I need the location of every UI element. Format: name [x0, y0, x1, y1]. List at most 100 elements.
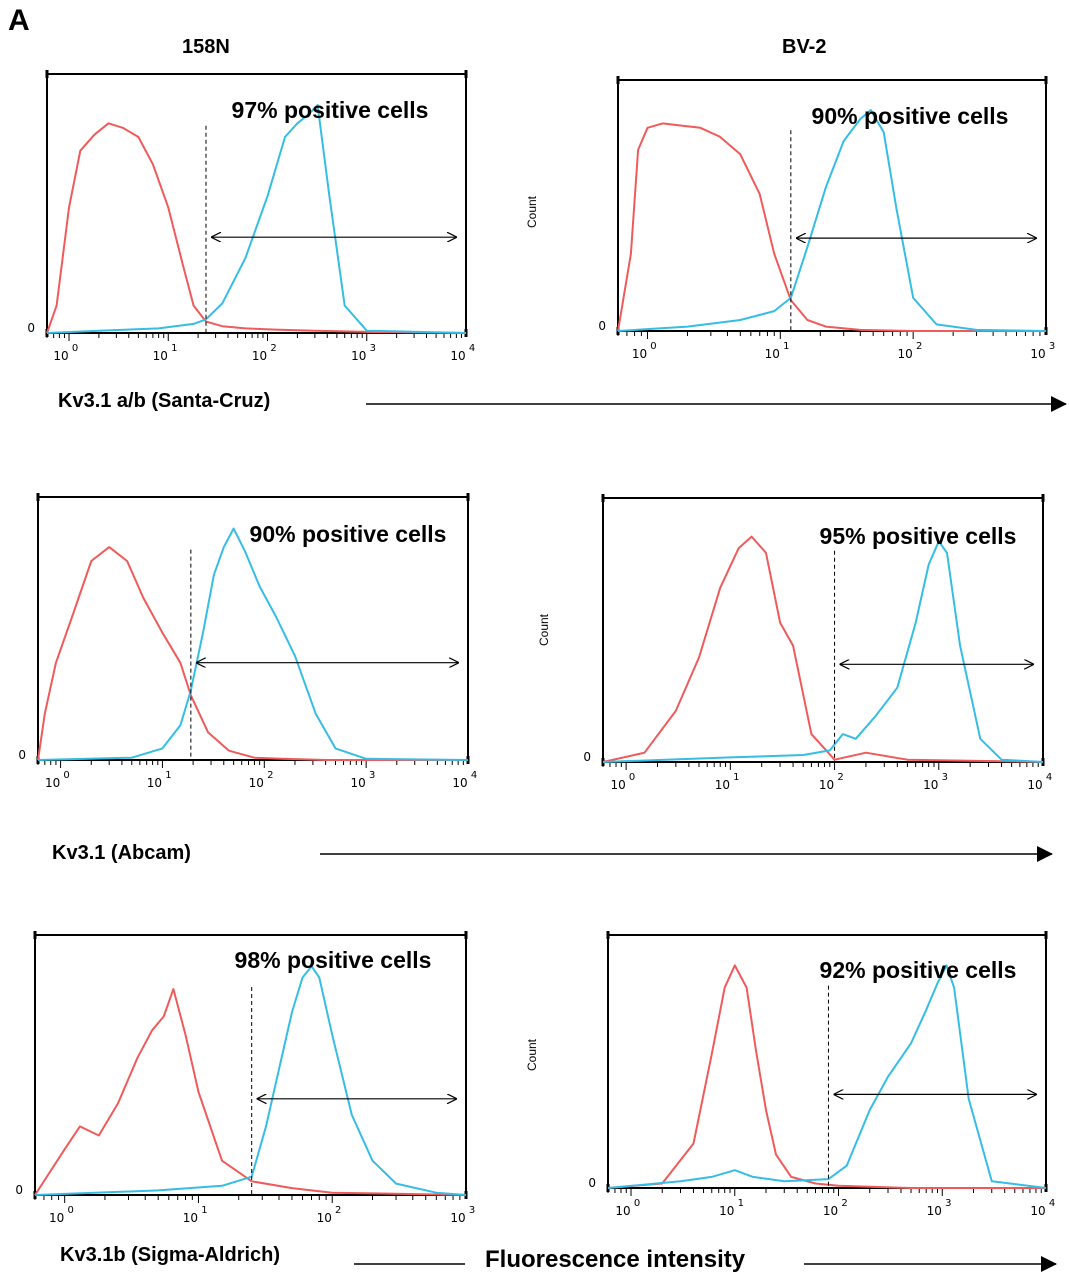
positive-cells-annotation: 90% positive cells: [812, 103, 1009, 129]
y-axis-label: Count: [537, 613, 551, 646]
positive-cells-annotation: 92% positive cells: [820, 957, 1017, 983]
x-tick-exponent: 1: [733, 772, 739, 783]
y-tick-label: 0: [18, 748, 26, 762]
x-tick-exponent: 1: [738, 1198, 744, 1209]
antibody-stained-curve: [602, 540, 1044, 763]
column-title-158n: 158N: [182, 36, 230, 58]
x-tick-exponent: 0: [72, 343, 78, 354]
x-tick-exponent: 1: [201, 1205, 207, 1216]
x-tick-exponent: 2: [916, 341, 922, 352]
y-tick-label: 0: [588, 1176, 596, 1190]
y-axis-label: Count: [525, 195, 539, 228]
x-tick-label: 10: [1030, 347, 1045, 361]
x-tick-label: 10: [632, 347, 647, 361]
x-tick-label: 10: [823, 1204, 838, 1218]
x-tick-label: 10: [147, 776, 162, 790]
x-tick-label: 10: [765, 347, 780, 361]
y-tick-label: 0: [583, 750, 591, 764]
x-tick-exponent: 1: [783, 341, 789, 352]
x-tick-label: 10: [252, 349, 267, 363]
x-tick-label: 10: [183, 1211, 198, 1225]
plot-frame: [37, 496, 469, 761]
x-tick-label: 10: [819, 778, 834, 792]
x-tick-exponent: 4: [1046, 772, 1052, 783]
antibody-stained-curve: [34, 965, 467, 1196]
x-tick-exponent: 2: [270, 343, 276, 354]
x-tick-label: 10: [317, 1211, 332, 1225]
x-tick-label: 10: [615, 1204, 630, 1218]
x-tick-exponent: 3: [1049, 341, 1055, 352]
isotype-control-curve: [617, 122, 1046, 332]
x-tick-exponent: 4: [469, 343, 475, 354]
x-tick-exponent: 0: [67, 1205, 73, 1216]
x-axis-label: Fluorescence intensity: [485, 1246, 746, 1273]
x-tick-label: 10: [1027, 778, 1042, 792]
row-label-abcam: Kv3.1 (Abcam): [52, 842, 191, 864]
x-tick-exponent: 1: [171, 343, 177, 354]
row-label-sigma-aldrich: Kv3.1b (Sigma-Aldrich): [60, 1244, 281, 1266]
x-tick-exponent: 2: [335, 1205, 341, 1216]
plot-frame: [602, 497, 1044, 763]
x-tick-label: 10: [53, 349, 68, 363]
x-tick-label: 10: [450, 1211, 465, 1225]
plot-frame: [34, 934, 467, 1196]
x-tick-exponent: 3: [369, 770, 375, 781]
isotype-control-curve: [46, 122, 467, 334]
positive-cells-annotation: 90% positive cells: [250, 521, 447, 547]
x-tick-label: 10: [1030, 1204, 1045, 1218]
isotype-control-curve: [34, 988, 467, 1196]
x-tick-exponent: 0: [650, 341, 656, 352]
plot-frame: [46, 73, 467, 334]
x-tick-label: 10: [610, 778, 625, 792]
x-tick-exponent: 0: [63, 770, 69, 781]
x-tick-label: 10: [719, 1204, 734, 1218]
isotype-control-curve: [602, 535, 1044, 763]
x-tick-exponent: 3: [469, 1205, 475, 1216]
x-tick-label: 10: [351, 776, 366, 790]
column-title-bv2: BV-2: [782, 36, 827, 58]
plot-frame: [617, 79, 1047, 332]
x-tick-label: 10: [249, 776, 264, 790]
x-tick-exponent: 4: [471, 770, 477, 781]
x-tick-exponent: 1: [165, 770, 171, 781]
antibody-stained-curve: [617, 109, 1047, 332]
y-tick-label: 0: [27, 321, 35, 335]
x-tick-exponent: 3: [370, 343, 376, 354]
x-tick-exponent: 2: [837, 772, 843, 783]
y-tick-label: 0: [598, 319, 606, 333]
y-axis-label: Count: [525, 1038, 539, 1071]
x-tick-exponent: 4: [1049, 1198, 1055, 1209]
x-tick-exponent: 3: [942, 772, 948, 783]
antibody-stained-curve: [46, 104, 467, 334]
x-tick-exponent: 0: [629, 772, 635, 783]
x-tick-label: 10: [45, 776, 60, 790]
row-label-santa-cruz: Kv3.1 a/b (Santa-Cruz): [58, 390, 271, 412]
x-tick-label: 10: [153, 349, 168, 363]
x-tick-label: 10: [351, 349, 366, 363]
x-tick-exponent: 0: [634, 1198, 640, 1209]
positive-cells-annotation: 98% positive cells: [235, 947, 432, 973]
isotype-control-curve: [607, 964, 1046, 1189]
x-tick-exponent: 2: [841, 1198, 847, 1209]
x-tick-exponent: 2: [267, 770, 273, 781]
isotype-control-curve: [37, 546, 468, 761]
x-tick-label: 10: [927, 1204, 942, 1218]
x-tick-label: 10: [923, 778, 938, 792]
x-tick-label: 10: [452, 776, 467, 790]
antibody-stained-curve: [607, 964, 1047, 1189]
plot-frame: [607, 934, 1047, 1189]
x-tick-label: 10: [715, 778, 730, 792]
y-tick-label: 0: [15, 1183, 23, 1197]
panel-letter: A: [8, 4, 30, 37]
antibody-stained-curve: [37, 527, 469, 761]
x-tick-label: 10: [450, 349, 465, 363]
positive-cells-annotation: 97% positive cells: [232, 97, 429, 123]
x-tick-label: 10: [49, 1211, 64, 1225]
